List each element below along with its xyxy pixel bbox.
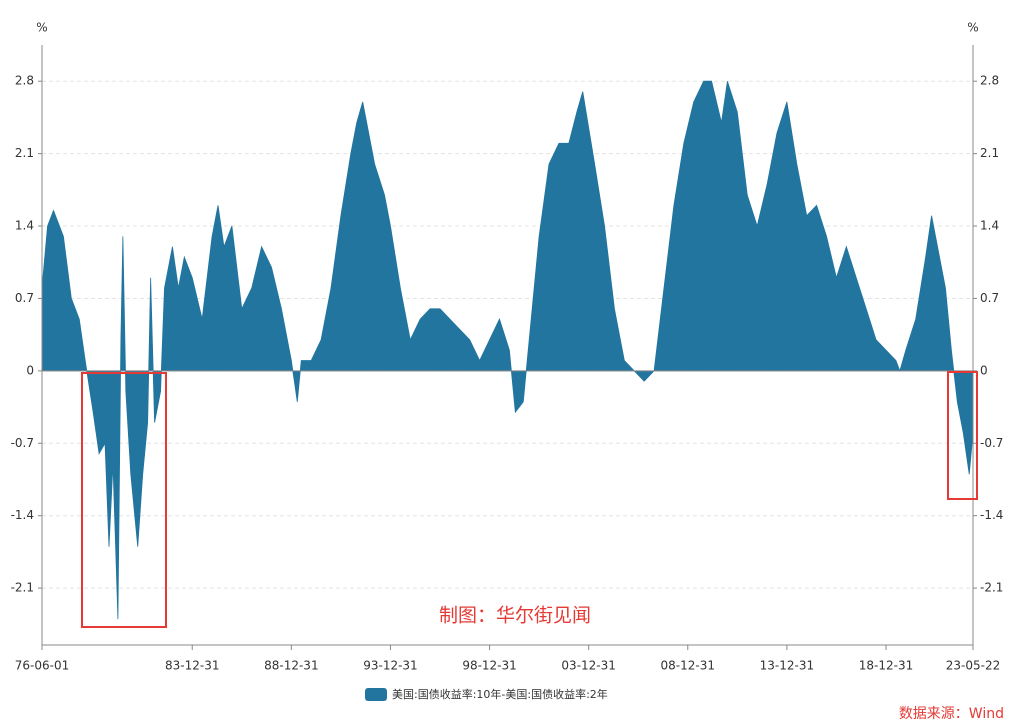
y-tick-label: 2.1	[15, 146, 34, 160]
legend-swatch	[365, 688, 387, 701]
y-tick-label: 2.8	[15, 74, 34, 88]
y2-tick-label: -1.4	[980, 508, 1003, 522]
highlight-box	[81, 372, 167, 628]
y2-tick-label: 0.7	[980, 291, 999, 305]
y-unit-right: %	[967, 21, 978, 35]
y-tick-label: 0.7	[15, 291, 34, 305]
x-tick-label: 98-12-31	[462, 659, 516, 673]
y-tick-label: -1.4	[11, 508, 34, 522]
x-tick-label: 18-12-31	[859, 659, 913, 673]
source: 数据来源：Wind	[899, 706, 1004, 722]
y2-tick-label: 2.8	[980, 74, 999, 88]
area	[41, 80, 974, 620]
highlight-box	[947, 371, 978, 500]
x-tick-label: 93-12-31	[363, 659, 417, 673]
x-tick-label: 83-12-31	[165, 659, 219, 673]
y2-tick-label: 0	[980, 363, 988, 377]
y-tick-label: -2.1	[11, 581, 34, 595]
x-tick-label: 76-06-01	[15, 659, 69, 673]
x-tick-label: 08-12-31	[661, 659, 715, 673]
y2-tick-label: -0.7	[980, 436, 1003, 450]
x-tick-label: 88-12-31	[264, 659, 318, 673]
y-tick-label: 0	[26, 363, 34, 377]
legend-label: 美国:国债收益率:10年-美国:国债收益率:2年	[392, 687, 608, 701]
y2-tick-label: -2.1	[980, 581, 1003, 595]
x-tick-label: 23-05-22	[946, 659, 1000, 673]
annotation: 制图：华尔街见闻	[439, 605, 591, 627]
x-tick-label: 13-12-31	[760, 659, 814, 673]
y-tick-label: -0.7	[11, 436, 34, 450]
y-unit-left: %	[36, 21, 47, 35]
y2-tick-label: 2.1	[980, 146, 999, 160]
x-tick-label: 03-12-31	[561, 659, 615, 673]
y2-tick-label: 1.4	[980, 219, 999, 233]
plot: -2.1 -1.4 -0.7 0 0.7 1.4 2.1 2.8 -2.1 -1.4 -0.7 0 0.…	[11, 45, 1003, 701]
y-tick-label: 1.4	[15, 219, 34, 233]
